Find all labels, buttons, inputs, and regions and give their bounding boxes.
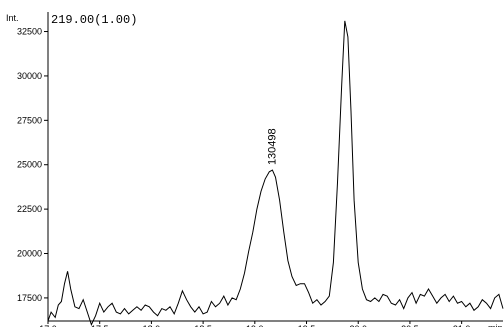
y-axis-label: Int.	[6, 13, 19, 23]
x-tick-label: 19.5	[298, 324, 316, 327]
peak-area-label: 130498	[266, 128, 278, 165]
chromatogram-trace	[47, 20, 504, 326]
y-tick-label: 25000	[17, 160, 42, 170]
y-tick-label: 22500	[17, 204, 42, 214]
y-tick-label: 17500	[17, 293, 42, 303]
chromatogram-header: 219.00(1.00)	[51, 13, 137, 27]
x-axis-label: min	[488, 323, 503, 327]
y-tick-label: 20000	[17, 249, 42, 259]
x-tick-label: 20.0	[349, 324, 367, 327]
x-tick-label: 20.5	[401, 324, 419, 327]
x-tick-label: 19.0	[246, 324, 264, 327]
y-tick-label: 27500	[17, 115, 42, 125]
x-tick-label: 18.0	[143, 324, 161, 327]
x-tick-label: 18.5	[194, 324, 212, 327]
x-tick-label: 17.5	[91, 324, 109, 327]
x-tick-label: 17.0	[39, 324, 57, 327]
y-tick-label: 30000	[17, 71, 42, 81]
y-tick-label: 32500	[17, 27, 42, 37]
x-tick-label: 21.0	[453, 324, 471, 327]
